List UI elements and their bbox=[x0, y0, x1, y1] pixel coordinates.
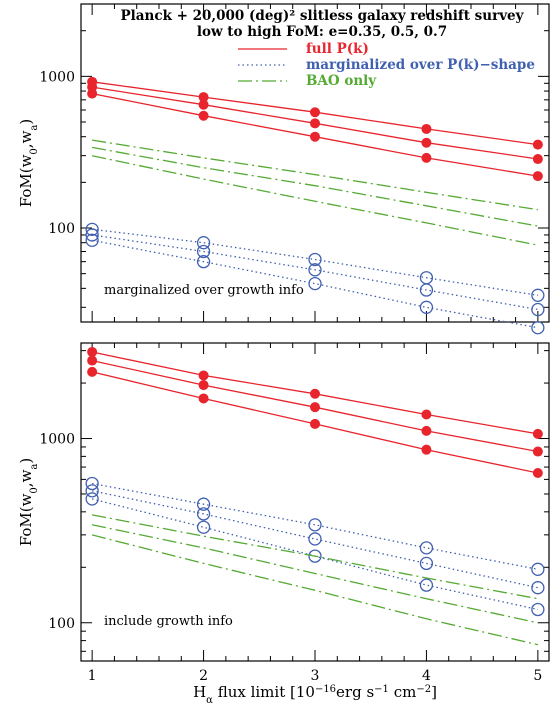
data-point-marg bbox=[85, 492, 99, 506]
data-point-marg bbox=[419, 541, 434, 555]
series-line-bao bbox=[91, 146, 539, 227]
data-point-full bbox=[310, 118, 320, 129]
data-point-marg bbox=[419, 300, 434, 314]
y-tick-label: 100 bbox=[48, 221, 75, 237]
data-point-marg bbox=[196, 255, 211, 269]
data-point-full bbox=[198, 370, 209, 381]
data-point-marg bbox=[85, 233, 99, 247]
data-point-full bbox=[198, 92, 209, 103]
data-point-marg bbox=[419, 556, 434, 571]
data-point-full bbox=[87, 88, 98, 99]
x-tick-label: 4 bbox=[422, 668, 431, 684]
data-point-marg bbox=[196, 244, 211, 259]
series-line-bao bbox=[91, 524, 539, 624]
data-point-marg bbox=[308, 276, 322, 291]
y-tick-label: 1000 bbox=[39, 432, 75, 448]
data-point-full bbox=[421, 123, 432, 134]
data-point-full bbox=[421, 409, 432, 420]
series-line-marg bbox=[91, 482, 539, 570]
panel-annotation: marginalized over growth info bbox=[104, 283, 304, 298]
data-point-full bbox=[310, 388, 320, 399]
data-point-marg bbox=[308, 252, 322, 267]
data-point-full bbox=[87, 355, 98, 366]
data-point-full bbox=[198, 393, 209, 404]
data-point-full bbox=[198, 110, 209, 121]
y-axis-label: FoM(w0,wa) bbox=[17, 458, 40, 546]
data-point-full bbox=[310, 402, 320, 413]
data-point-marg bbox=[531, 302, 545, 317]
data-point-full bbox=[532, 467, 543, 478]
data-point-full bbox=[87, 346, 98, 357]
data-point-full bbox=[421, 425, 432, 436]
series-line-bao bbox=[91, 514, 539, 600]
data-point-full bbox=[421, 152, 432, 163]
data-point-marg bbox=[531, 581, 545, 595]
data-point-marg bbox=[196, 497, 211, 511]
data-point-full bbox=[198, 99, 209, 110]
data-point-marg bbox=[308, 263, 322, 277]
data-point-marg bbox=[85, 476, 99, 491]
data-point-marg bbox=[196, 507, 211, 521]
legend-label-full: full P(k) bbox=[306, 41, 369, 57]
chart-subtitle: low to high FoM: e=0.35, 0.5, 0.7 bbox=[197, 24, 447, 40]
data-point-full bbox=[310, 418, 320, 429]
data-point-marg bbox=[531, 562, 545, 576]
data-point-marg bbox=[419, 283, 434, 297]
data-point-full bbox=[421, 444, 432, 455]
legend-label-bao: BAO only bbox=[306, 73, 377, 89]
data-point-full bbox=[198, 380, 209, 391]
series-line-bao bbox=[91, 139, 539, 211]
data-point-marg bbox=[531, 602, 545, 617]
data-point-marg bbox=[196, 236, 211, 250]
series-line-marg bbox=[92, 234, 539, 311]
x-tick-label: 5 bbox=[533, 668, 542, 684]
y-tick-label: 100 bbox=[48, 616, 75, 632]
bottom-panel: 100 1000 1 2 3 4 5 FoM(w0,wa) include growth inf… bbox=[17, 342, 550, 706]
data-point-marg bbox=[308, 518, 322, 532]
data-point-full bbox=[532, 446, 543, 457]
y-tick-label: 1000 bbox=[39, 69, 75, 85]
top-panel: 100 1000 FoM(w0,wa) marginalized over growt… bbox=[17, 3, 550, 335]
legend-label-marg: marginalized over P(k)−shape bbox=[306, 57, 535, 73]
series-line-marg bbox=[91, 239, 539, 329]
data-point-full bbox=[421, 137, 432, 148]
chart-title: Planck + 20,000 (deg)² slitless galaxy r… bbox=[121, 8, 525, 24]
series-line-bao bbox=[91, 534, 539, 646]
data-point-full bbox=[310, 131, 320, 142]
data-point-marg bbox=[85, 484, 99, 498]
data-point-marg bbox=[531, 288, 545, 302]
data-point-marg bbox=[531, 321, 545, 335]
y-axis-label: FoM(w0,wa) bbox=[17, 119, 40, 207]
x-tick-label: 3 bbox=[311, 668, 320, 684]
x-axis-label: Hα flux limit [10−16erg s−1 cm−2] bbox=[193, 683, 437, 706]
x-tick-label: 2 bbox=[199, 668, 208, 684]
data-point-marg bbox=[308, 549, 322, 563]
data-point-full bbox=[532, 171, 543, 182]
panel-annotation: include growth info bbox=[104, 614, 233, 629]
data-point-marg bbox=[196, 520, 211, 534]
data-point-full bbox=[87, 366, 98, 377]
data-point-marg bbox=[419, 578, 434, 592]
data-point-full bbox=[532, 428, 543, 439]
series-line-bao bbox=[91, 155, 539, 246]
data-point-full bbox=[532, 139, 543, 150]
series-line-marg bbox=[91, 498, 539, 611]
x-tick-label: 1 bbox=[88, 668, 97, 684]
data-point-marg bbox=[308, 532, 322, 546]
data-point-full bbox=[310, 107, 320, 118]
data-point-full bbox=[532, 154, 543, 165]
